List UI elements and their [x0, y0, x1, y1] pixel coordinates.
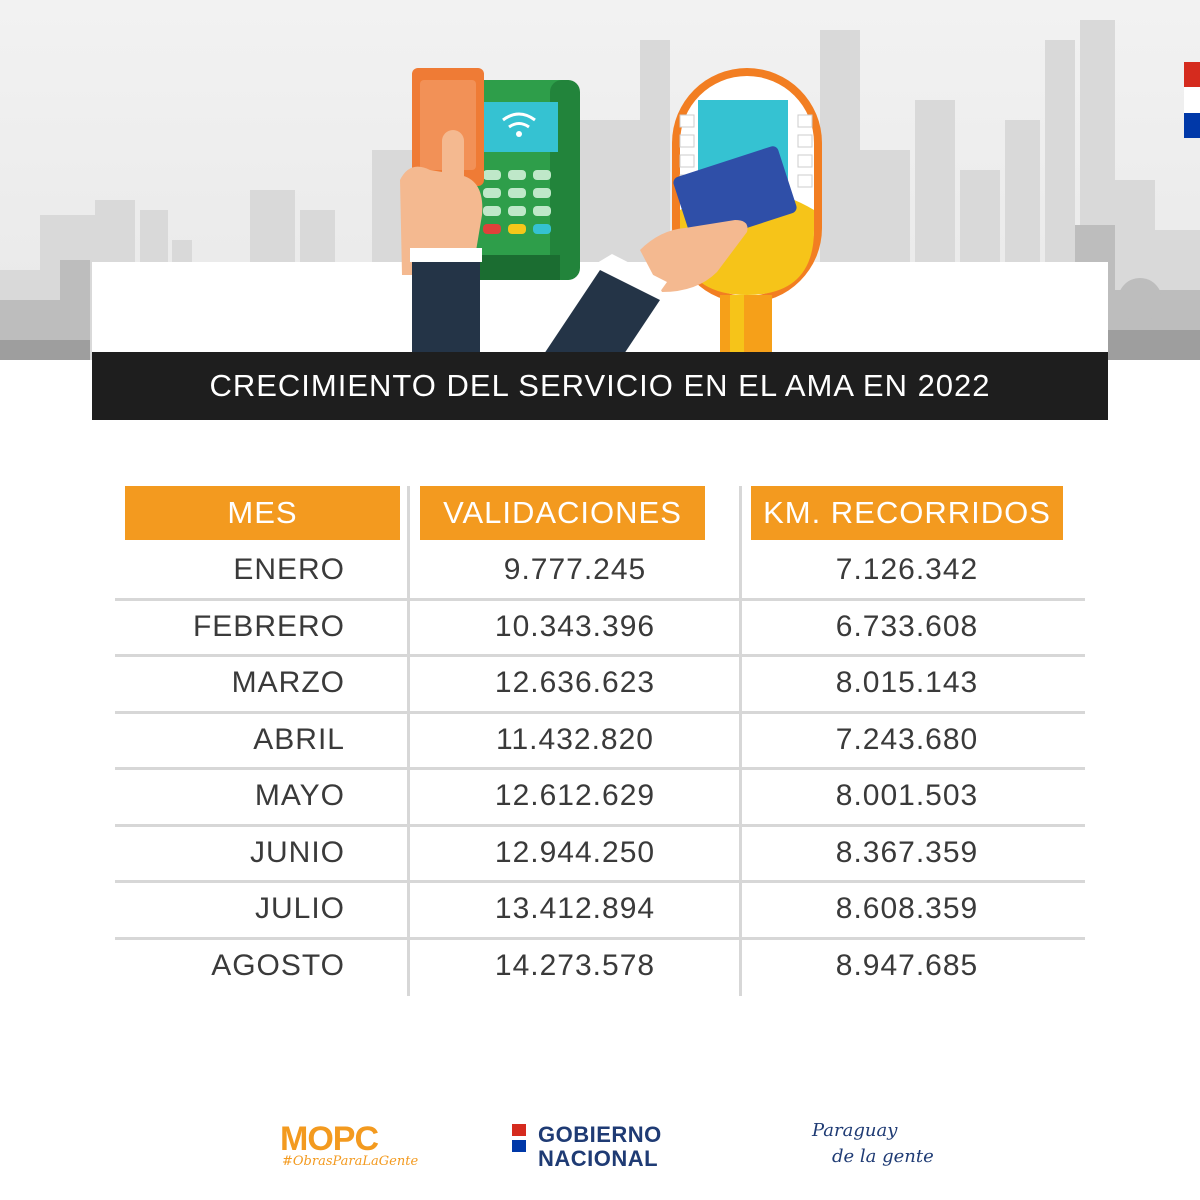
gobierno-logo-line2: NACIONAL: [538, 1146, 659, 1171]
validaciones-cell: 9.777.245: [503, 553, 647, 586]
title-bar: CRECIMIENTO DEL SERVICIO EN EL AMA EN 20…: [92, 352, 1108, 420]
validaciones-cell: 12.612.629: [494, 779, 656, 812]
month-cell: MARZO: [231, 666, 345, 699]
pos-terminal-icon: [470, 80, 580, 280]
month-cell: MAYO: [254, 779, 345, 812]
gobierno-flag-icon: [512, 1124, 526, 1166]
validaciones-cell: 10.343.396: [494, 609, 656, 643]
footer-logos: MOPC #ObrasParaLaGente GOBIERNO NACIONAL…: [0, 1110, 1200, 1180]
row-divider: [115, 767, 1085, 770]
header-km-recorridos: KM. RECORRIDOS: [751, 486, 1063, 540]
km-cell: 7.243.680: [835, 722, 979, 756]
header-validaciones: VALIDACIONES: [420, 486, 705, 540]
month-cell: JUNIO: [250, 835, 345, 869]
hand-icon: [540, 220, 748, 360]
km-cell: 8.608.359: [835, 892, 979, 925]
header-mes: MES: [125, 486, 400, 540]
mopc-logo: MOPC: [280, 1120, 379, 1158]
row-divider: [115, 597, 1085, 601]
validaciones-cell: 12.636.623: [494, 666, 656, 699]
paraguay-flag-icon: [1184, 62, 1200, 138]
hand-icon: [400, 130, 483, 355]
data-table: MES VALIDACIONES KM. RECORRIDOS ENERO 9.777.…: [115, 486, 1085, 996]
km-cell: 8.367.359: [835, 835, 979, 869]
row-divider: [115, 936, 1085, 940]
card-payment-illustration: [400, 68, 822, 360]
km-cell: 8.947.685: [835, 948, 979, 982]
km-cell: 8.015.143: [835, 666, 979, 699]
month-cell: FEBRERO: [192, 609, 345, 643]
row-divider: [115, 880, 1085, 883]
validaciones-cell: 12.944.250: [494, 835, 656, 869]
month-cell: AGOSTO: [211, 948, 345, 982]
paraguay-logo-line2: de la gente: [832, 1146, 934, 1167]
row-divider: [115, 823, 1085, 827]
km-cell: 6.733.608: [835, 609, 979, 643]
month-cell: JULIO: [254, 892, 345, 925]
mopc-hashtag: #ObrasParaLaGente: [282, 1154, 419, 1169]
validaciones-cell: 14.273.578: [494, 948, 656, 982]
gobierno-logo-line1: GOBIERNO: [538, 1122, 662, 1147]
month-cell: ENERO: [233, 553, 345, 586]
row-divider: [115, 710, 1085, 714]
km-cell: 8.001.503: [835, 779, 979, 812]
month-cell: ABRIL: [253, 722, 345, 756]
page-title: CRECIMIENTO DEL SERVICIO EN EL AMA EN 20…: [209, 368, 991, 403]
km-cell: 7.126.342: [835, 553, 979, 586]
column-divider: [407, 486, 410, 996]
validaciones-cell: 11.432.820: [496, 722, 654, 756]
validaciones-cell: 13.412.894: [494, 892, 656, 925]
column-divider: [739, 486, 742, 996]
paraguay-logo-line1: Paraguay: [812, 1120, 898, 1141]
transit-card-icon: [673, 146, 797, 244]
row-divider: [115, 654, 1085, 657]
